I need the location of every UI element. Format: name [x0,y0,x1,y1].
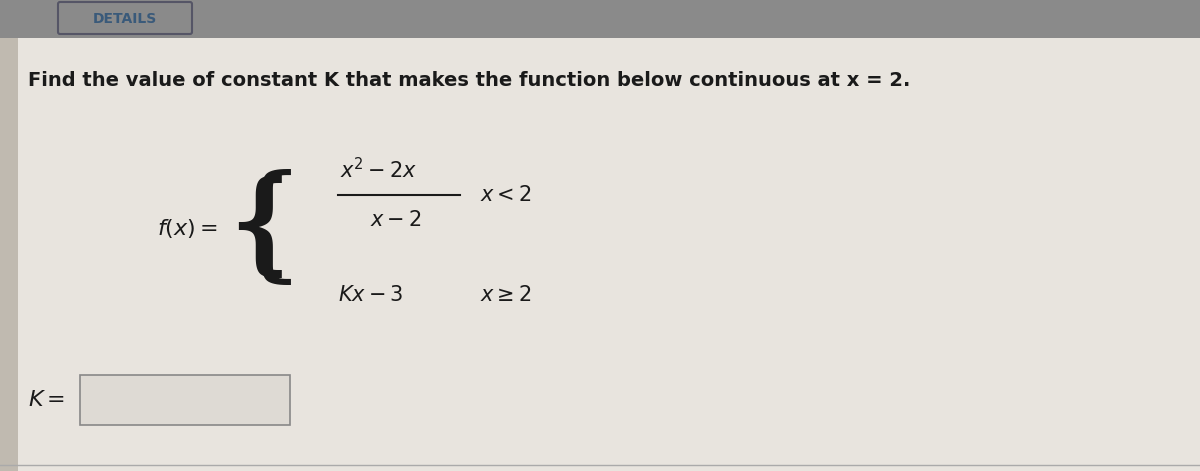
FancyBboxPatch shape [80,375,290,425]
Bar [0,38,18,471]
Text: $x^2 - 2x$: $x^2 - 2x$ [340,157,418,183]
Text: $x < 2$: $x < 2$ [480,185,532,205]
Text: Find the value of constant K that makes the function below continuous at x = 2.: Find the value of constant K that makes … [28,71,911,89]
Text: $K =$: $K =$ [28,390,65,410]
Text: DETAILS: DETAILS [92,12,157,26]
Text: $\left\{ \right.$: $\left\{ \right.$ [224,174,283,282]
Bar [0,0,1200,38]
Text: $f(x) =$: $f(x) =$ [157,217,218,239]
Text: $x - 2$: $x - 2$ [370,210,421,230]
Text: {: { [226,170,306,291]
Text: $Kx - 3$: $Kx - 3$ [338,285,403,305]
Text: $x \geq 2$: $x \geq 2$ [480,285,532,305]
